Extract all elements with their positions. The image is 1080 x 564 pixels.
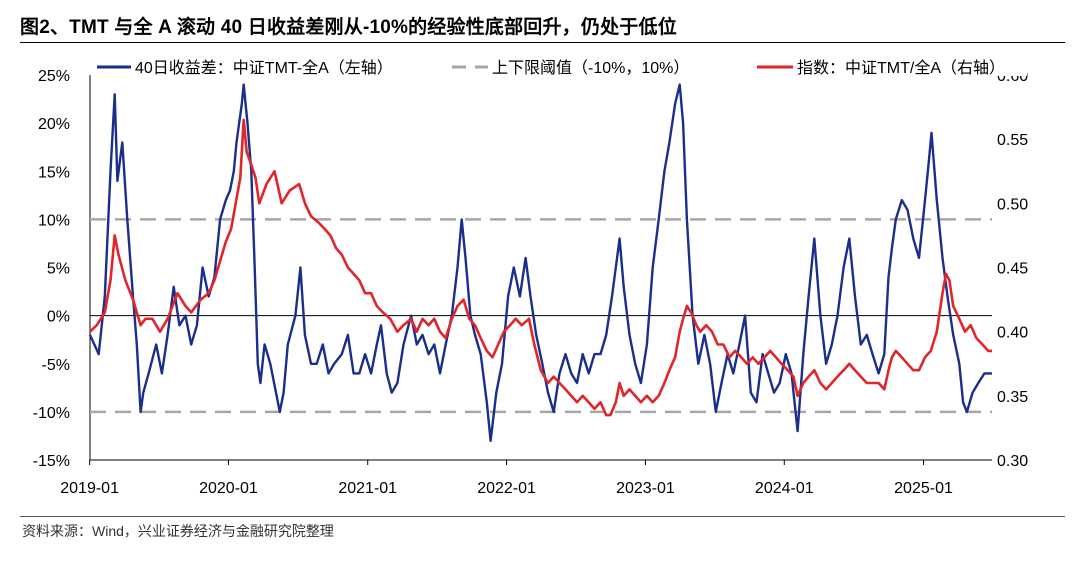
left-axis-tick-label: 0% [47,309,70,326]
source-divider [20,516,1065,517]
figure-title: 图2、TMT 与全 A 滚动 40 日收益差刚从-10%的经验性底部回升，仍处于… [20,17,677,38]
x-axis-tick-label: 2024-01 [755,480,814,497]
threshold-lines [90,218,992,414]
right-axis-tick-label: 0.45 [997,261,1028,278]
left-axis-tick-label: 15% [38,164,70,181]
left-axis-tick-label: 20% [38,116,70,133]
legend-background [92,54,1027,76]
legend-label-threshold: 上下限阈值（-10%，10%） [492,59,689,77]
return-spread-line [88,83,992,442]
x-axis-tick-label: 2025-01 [894,480,953,497]
right-axis-tick-label: 0.50 [997,196,1028,213]
axes: 25%20%15%10%5%0%-5%-10%-15%0.600.550.500… [33,68,1029,497]
title-underline [20,42,1065,43]
left-axis-tick-label: -5% [42,357,70,374]
left-axis-tick-label: 25% [38,68,70,85]
right-axis-tick-label: 0.30 [997,453,1028,470]
legend-label-spread: 40日收益差：中证TMT-全A（左轴） [135,59,393,77]
left-axis-tick-label: -10% [33,405,70,422]
x-axis-tick-label: 2019-01 [60,480,119,497]
legend-label-index: 指数：中证TMT/全A（右轴） [797,59,1005,77]
legend: 40日收益差：中证TMT-全A（左轴） 上下限阈值（-10%，10%） 指数：中证T… [92,54,1027,77]
right-axis-tick-label: 0.55 [997,132,1028,149]
right-axis-tick-label: 0.40 [997,325,1028,342]
source-note: 资料来源：Wind，兴业证券经济与金融研究院整理 [22,523,334,539]
x-axis-tick-label: 2022-01 [477,480,536,497]
series-lines [88,83,992,442]
chart-area: 25%20%15%10%5%0%-5%-10%-15%0.600.550.500… [32,54,1029,497]
left-axis-tick-label: -15% [33,453,70,470]
x-axis-tick-label: 2021-01 [338,480,397,497]
left-axis-tick-label: 5% [47,261,70,278]
left-axis-tick-label: 10% [38,212,70,229]
x-axis-tick-label: 2023-01 [616,480,675,497]
plot-frame [89,75,992,461]
x-axis-tick-label: 2020-01 [199,480,258,497]
index-ratio-line [89,118,992,417]
right-axis-tick-label: 0.35 [997,389,1028,406]
